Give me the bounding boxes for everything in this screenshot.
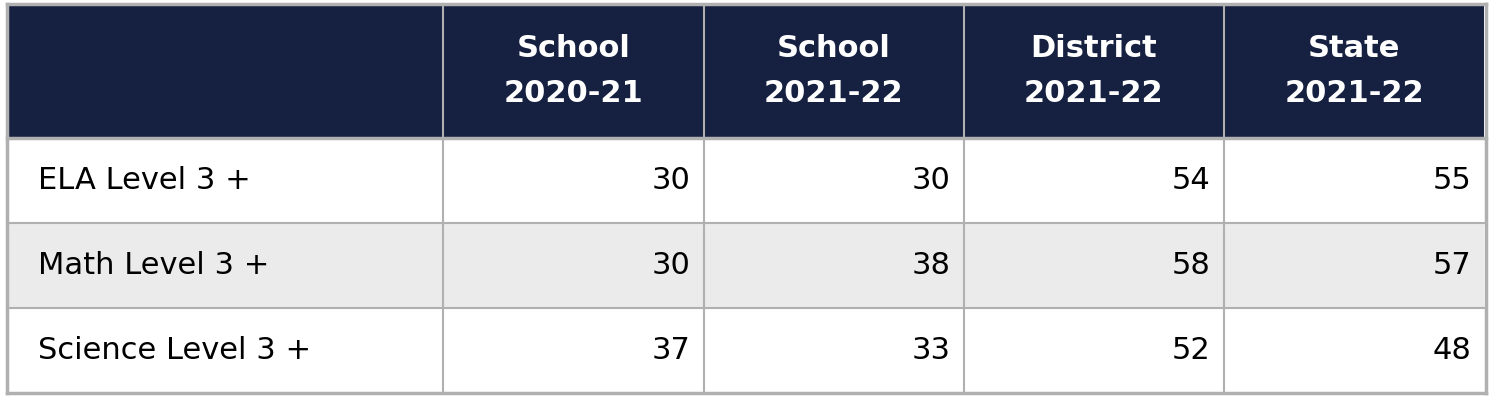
Bar (964, 138, 1224, 223)
Bar (1224, 223, 1484, 308)
Bar (1224, 4, 1484, 138)
Text: 37: 37 (652, 336, 691, 365)
Text: 2021-22: 2021-22 (1284, 79, 1424, 108)
Bar (443, 138, 703, 223)
Text: ELA Level 3 +: ELA Level 3 + (37, 166, 251, 195)
Text: 30: 30 (652, 251, 691, 280)
Text: Math Level 3 +: Math Level 3 + (37, 251, 269, 280)
Bar (703, 4, 964, 138)
Text: 33: 33 (912, 336, 951, 365)
Bar (443, 308, 703, 393)
Text: Science Level 3 +: Science Level 3 + (37, 336, 311, 365)
Bar (703, 223, 964, 308)
Text: 30: 30 (912, 166, 951, 195)
Text: 52: 52 (1172, 336, 1211, 365)
Text: School: School (517, 34, 630, 63)
Text: School: School (776, 34, 891, 63)
Text: 55: 55 (1432, 166, 1471, 195)
Bar (7, 223, 443, 308)
Text: 54: 54 (1172, 166, 1211, 195)
Text: 30: 30 (652, 166, 691, 195)
Bar (703, 308, 964, 393)
Bar (443, 223, 703, 308)
Bar (1224, 308, 1484, 393)
Bar (703, 138, 964, 223)
Text: 57: 57 (1432, 251, 1471, 280)
Bar (7, 138, 443, 223)
Text: 38: 38 (912, 251, 951, 280)
Bar (7, 308, 443, 393)
Bar (7, 4, 443, 138)
Text: 58: 58 (1172, 251, 1211, 280)
Text: District: District (1030, 34, 1157, 63)
Text: 48: 48 (1432, 336, 1471, 365)
Text: 2020-21: 2020-21 (503, 79, 643, 108)
Bar (964, 4, 1224, 138)
Text: 2021-22: 2021-22 (1024, 79, 1163, 108)
Bar (964, 223, 1224, 308)
Text: 2021-22: 2021-22 (764, 79, 903, 108)
Bar (964, 308, 1224, 393)
Bar (443, 4, 703, 138)
Bar (1224, 138, 1484, 223)
Text: State: State (1308, 34, 1400, 63)
